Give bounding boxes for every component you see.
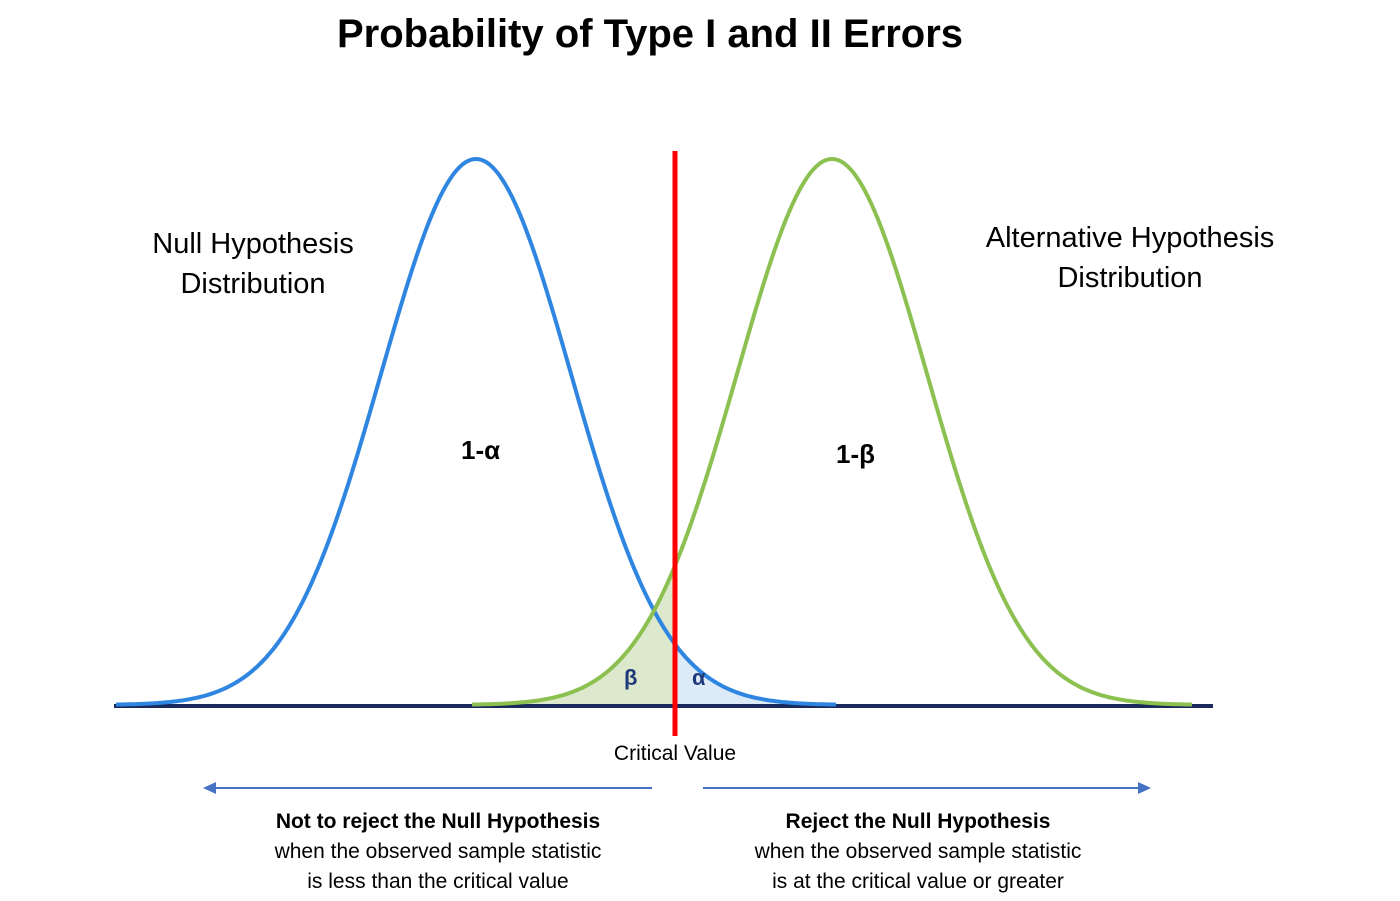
null-distribution-label: Null Hypothesis Distribution [152,228,354,300]
left-arrow [203,782,652,794]
fail-to-reject-text: Not to reject the Null Hypothesis when t… [274,810,602,893]
alpha-area [675,644,836,705]
one-minus-beta-label: 1-β [836,439,875,469]
one-minus-alpha-label: 1-α [461,435,501,465]
beta-area [472,565,675,705]
critical-value-label: Critical Value [613,742,737,765]
chart-title: Probability of Type I and II Errors [336,12,964,56]
null-distribution-curve [115,156,837,707]
right-arrow [703,782,1151,794]
alternative-distribution-label: Alternative Hypothesis Distribution [985,222,1275,294]
alternative-distribution-curve [471,156,1193,707]
beta-label: β [624,665,638,690]
reject-text: Reject the Null Hypothesis when the obse… [754,810,1082,893]
alpha-label: α [692,665,706,690]
